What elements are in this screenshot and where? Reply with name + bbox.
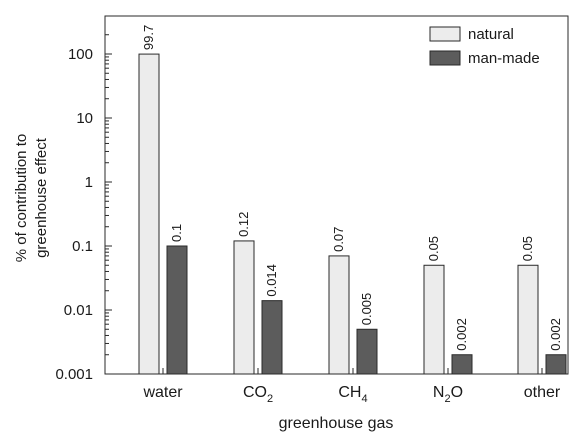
labels-layer: 99.7 0.12 0.07 0.05 0.05 0.1 0.014 0.005 0.002 0.… [13, 25, 563, 432]
data-label-natural-3: 0.05 [426, 236, 441, 261]
x-tick-label: other [524, 384, 561, 401]
bar-man-made-0 [166, 245, 188, 375]
data-label-natural-0: 99.7 [141, 25, 156, 50]
y-tick-label: 0.01 [64, 302, 93, 319]
bar-man-made-1 [261, 300, 283, 375]
y-tick-label: 0.1 [72, 238, 93, 255]
data-label-man-made-3: 0.002 [454, 318, 469, 351]
data-label-natural-4: 0.05 [520, 236, 535, 261]
bar-natural-3 [423, 264, 445, 375]
bar-man-made-3 [451, 354, 473, 375]
data-label-natural-1: 0.12 [236, 212, 251, 237]
data-label-man-made-4: 0.002 [548, 318, 563, 351]
y-tick-label: 1 [85, 174, 93, 191]
x-tick-label: CH4 [338, 384, 367, 405]
axes-layer [104, 15, 569, 375]
bar-natural-1 [233, 240, 255, 375]
y-axis-label-line-1: % of contribution to [13, 134, 30, 262]
legend-swatch-man-made [429, 50, 461, 66]
data-label-man-made-0: 0.1 [169, 224, 184, 242]
y-tick-label: 100 [68, 46, 93, 63]
legend: natural man-made [429, 26, 540, 67]
bars-layer [138, 53, 567, 375]
y-tick-label: 0.001 [55, 366, 93, 383]
x-tick-label: N2O [433, 384, 463, 405]
data-label-man-made-2: 0.005 [359, 293, 374, 326]
bar-natural-0 [138, 53, 160, 375]
data-label-natural-2: 0.07 [331, 227, 346, 252]
data-label-man-made-1: 0.014 [264, 264, 279, 297]
legend-label-man-made: man-made [468, 50, 540, 67]
x-axis-label: greenhouse gas [279, 415, 394, 432]
x-tick-label: CO2 [243, 384, 273, 405]
y-axis-label-line-2: greenhouse effect [33, 137, 50, 258]
y-tick-label: 10 [76, 110, 93, 127]
bar-man-made-4 [545, 354, 567, 375]
plot-frame [104, 15, 569, 375]
x-tick-label: water [142, 384, 183, 401]
bar-natural-4 [517, 264, 539, 375]
legend-label-natural: natural [468, 26, 514, 43]
legend-swatch-natural [429, 26, 461, 42]
bar-man-made-2 [356, 328, 378, 375]
bar-natural-2 [328, 255, 350, 375]
